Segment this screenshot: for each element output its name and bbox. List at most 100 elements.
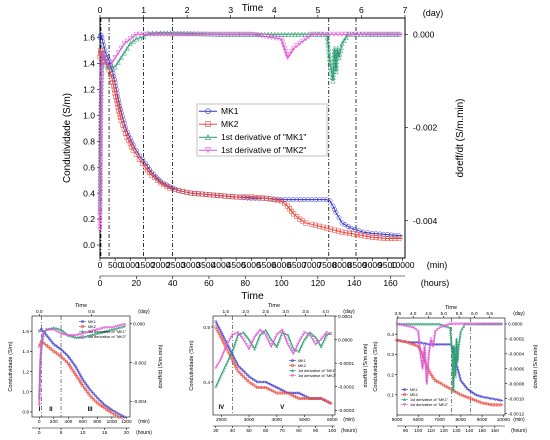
data-point [373, 231, 379, 237]
y-tick-label: 0.6 [83, 162, 95, 172]
legend: MK1 MK2 1st derivative of "MK1" 1st derivat… [196, 103, 328, 157]
data-point [124, 134, 130, 140]
data-point [298, 347, 302, 351]
data-point [98, 114, 104, 120]
data-point [92, 397, 96, 401]
data-point [75, 367, 79, 371]
data-point [496, 403, 500, 407]
data-point [314, 342, 318, 346]
data-point [100, 326, 104, 330]
hours-tick-label: 15 [102, 430, 108, 436]
data-point [107, 328, 111, 332]
top-tick-label: 3.5 [395, 311, 402, 317]
data-point [110, 408, 114, 412]
legend-label: 1st derivative of "MK1" [410, 398, 449, 402]
data-point [245, 31, 251, 38]
data-point [151, 31, 157, 38]
data-point [392, 236, 398, 241]
data-point [277, 331, 281, 335]
data-point [148, 172, 154, 178]
data-point [59, 327, 63, 331]
data-point [336, 54, 342, 61]
data-point [373, 31, 379, 38]
data-point [264, 380, 268, 384]
data-point [272, 35, 278, 41]
data-point [438, 322, 442, 326]
data-point [157, 31, 164, 38]
data-point [98, 104, 104, 111]
data-point [194, 30, 201, 37]
data-point [214, 320, 218, 323]
data-point [129, 144, 135, 150]
data-point [225, 342, 229, 346]
data-point [423, 354, 427, 358]
data-point [56, 345, 59, 349]
data-point [211, 192, 216, 198]
x-tick-label: 10000 [497, 417, 511, 423]
data-point [383, 31, 389, 38]
data-point [255, 332, 259, 336]
data-point [178, 30, 184, 36]
inset-chart-1: 0 200 400 600 800 1000 1200 (min) 0 5 10 15 20 (hours… [8, 303, 164, 436]
data-point [39, 341, 43, 345]
data-point [97, 205, 103, 211]
data-point [275, 344, 279, 348]
data-point [238, 31, 244, 38]
data-point [407, 325, 411, 329]
y-axis-title: Condutividade (S/m) [373, 341, 379, 391]
data-point [184, 31, 191, 38]
x-tick-label: 4000 [212, 260, 231, 270]
data-point [395, 338, 399, 342]
data-point [429, 337, 433, 341]
data-point [336, 215, 342, 221]
data-point [279, 198, 284, 204]
data-point [366, 234, 371, 240]
data-point [290, 344, 294, 348]
data-point [98, 117, 104, 124]
data-point [54, 326, 58, 330]
data-point [294, 214, 300, 219]
series-line [397, 323, 504, 392]
data-point [285, 31, 291, 37]
x-tick-label: 6000 [327, 417, 338, 423]
data-point [452, 355, 456, 359]
data-point [454, 344, 458, 348]
data-point [473, 322, 477, 326]
data-point [454, 362, 458, 366]
data-point [432, 377, 436, 380]
data-point [49, 339, 53, 342]
hours-tick-label: 10 [80, 430, 86, 436]
data-point [98, 78, 104, 84]
data-point [418, 352, 422, 356]
plot-frame [212, 315, 336, 416]
data-point [419, 322, 423, 326]
data-point [392, 232, 398, 238]
data-point [188, 190, 194, 196]
data-point [369, 31, 375, 38]
data-point [412, 322, 416, 326]
data-point [229, 352, 233, 356]
data-point [64, 333, 68, 337]
data-point [419, 354, 423, 358]
data-point [124, 38, 130, 45]
data-point [449, 333, 453, 337]
data-point [97, 217, 103, 224]
data-point [218, 375, 222, 379]
data-point [279, 39, 286, 45]
hours-tick-label: 40 [168, 278, 178, 288]
legend-marker [291, 364, 294, 367]
x-tick-label: 8000 [455, 417, 466, 423]
y2-axis-title: dσeff/dt (S/m.min) [363, 343, 369, 387]
data-point [298, 338, 302, 342]
data-point [120, 413, 123, 417]
x-tick-label: 0 [38, 419, 41, 425]
data-point [118, 45, 124, 52]
data-point [300, 335, 304, 339]
data-point [424, 370, 428, 374]
data-point [97, 179, 103, 185]
data-point [305, 334, 309, 338]
data-point [241, 31, 248, 38]
data-point [144, 31, 150, 38]
hours-tick-label: 60 [263, 428, 269, 434]
data-point [417, 334, 421, 338]
